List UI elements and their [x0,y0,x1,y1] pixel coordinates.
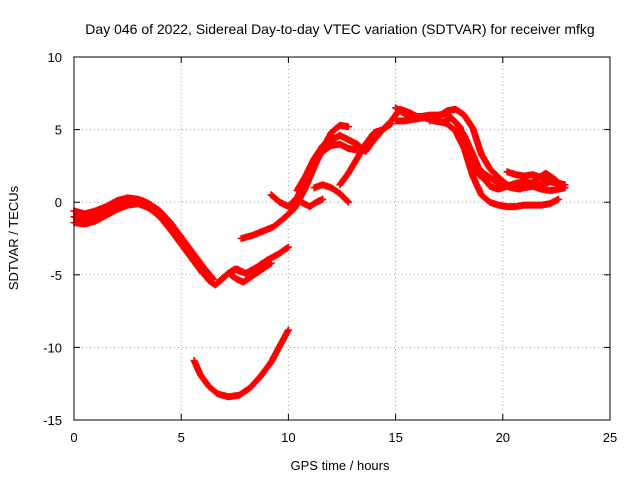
y-tick-label: -10 [43,340,62,355]
series-arc-recover-b [227,259,275,286]
series-arc-rise-f [297,195,327,211]
y-axis-label: SDTVAR / TECUs [6,185,21,290]
series-markers [336,120,395,189]
series-markers [216,243,292,285]
series-markers [392,114,562,211]
series-markers [293,105,490,195]
x-tick-label: 15 [388,430,402,445]
series-arc-peak-e [503,168,569,189]
y-tick-label: -5 [50,268,62,283]
y-tick-label: 10 [48,50,62,65]
plot-frame [73,56,611,421]
x-tick-label: 20 [496,430,510,445]
series-markers [227,259,275,286]
series-markers [190,326,292,401]
x-axis-label: GPS time / hours [291,458,390,473]
chart-title: Day 046 of 2022, Sidereal Day-to-day VTE… [85,21,594,37]
chart-grid [74,57,610,420]
y-tick-label: 0 [55,195,62,210]
y-tick-label: 5 [55,123,62,138]
axis-ticks: 0 5 10 15 20 25 -15 -10 -5 0 5 10 [43,50,617,445]
x-tick-label: 0 [70,430,77,445]
series-arc-low [190,326,292,401]
series-markers [297,195,327,211]
series-arc-rise-e [336,120,395,189]
x-tick-label: 25 [603,430,617,445]
x-tick-label: 5 [178,430,185,445]
series-arc-rise-d [310,181,352,206]
x-tick-label: 10 [281,430,295,445]
series-arc-rise-c [293,105,490,195]
y-tick-label: -15 [43,413,62,428]
series-arc-peak-b [392,114,562,211]
series-markers [310,181,352,206]
plot-series-group [70,104,569,401]
series-markers [503,168,569,189]
series-arc-recover-a [216,243,292,285]
